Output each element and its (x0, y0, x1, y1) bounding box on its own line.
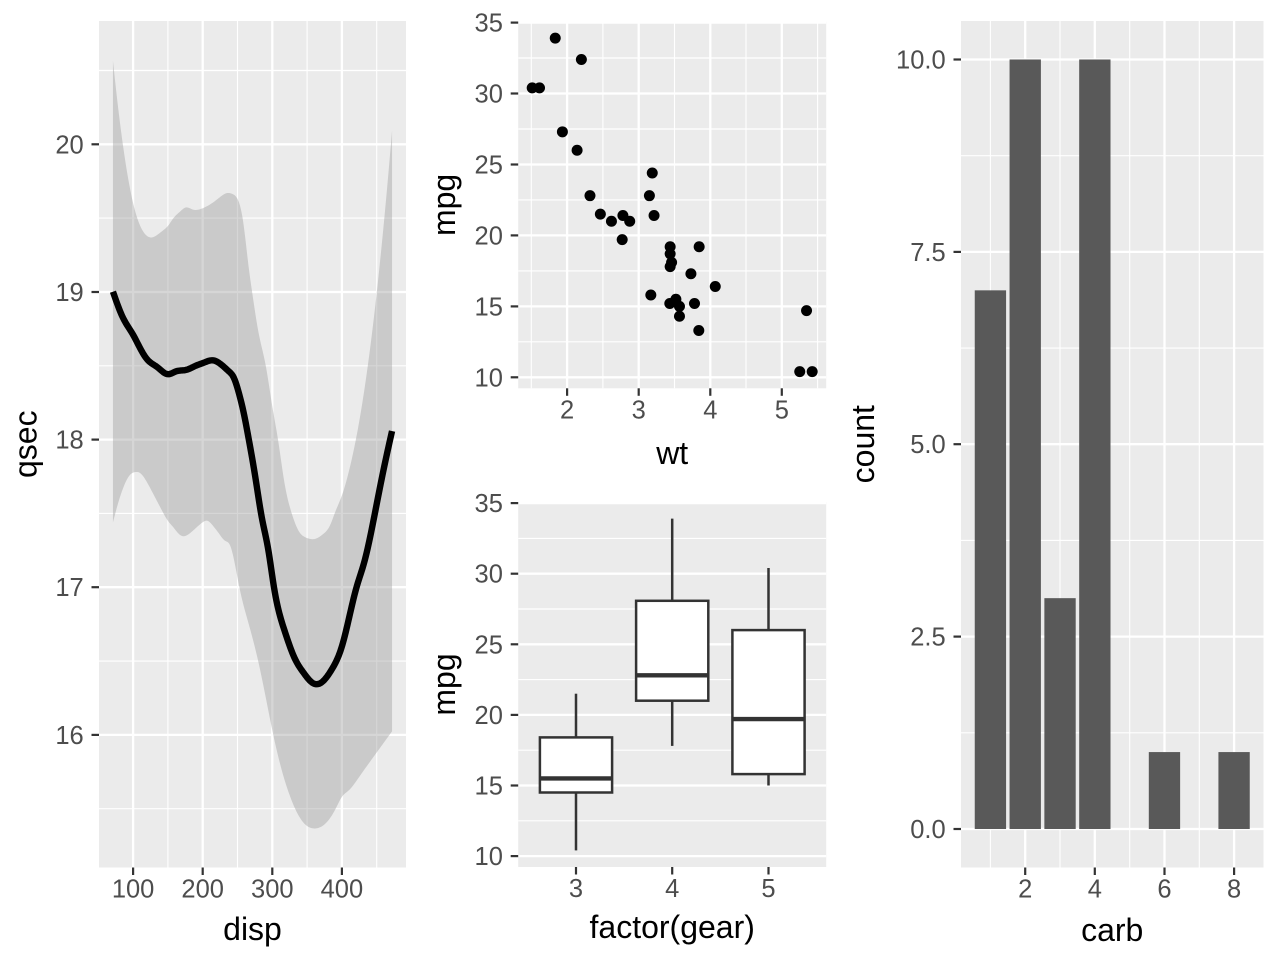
svg-text:2.5: 2.5 (910, 624, 945, 652)
svg-text:17: 17 (55, 574, 83, 602)
svg-text:0.0: 0.0 (910, 816, 945, 844)
svg-text:qsec: qsec (8, 410, 44, 478)
svg-text:wt: wt (655, 435, 688, 471)
svg-text:20: 20 (55, 131, 83, 159)
svg-text:2: 2 (560, 397, 574, 425)
svg-text:35: 35 (475, 490, 503, 518)
svg-text:15: 15 (475, 773, 503, 801)
svg-text:16: 16 (55, 722, 83, 750)
svg-text:20: 20 (475, 702, 503, 730)
svg-text:3: 3 (632, 397, 646, 425)
svg-text:disp: disp (223, 911, 282, 947)
svg-text:4: 4 (665, 875, 679, 903)
svg-text:15: 15 (475, 293, 503, 321)
svg-text:300: 300 (251, 876, 294, 904)
svg-text:18: 18 (55, 427, 83, 455)
svg-text:2: 2 (1018, 876, 1032, 904)
svg-text:mpg: mpg (426, 174, 462, 236)
svg-text:100: 100 (112, 876, 155, 904)
svg-text:30: 30 (475, 81, 503, 109)
svg-text:mpg: mpg (426, 653, 462, 715)
svg-text:200: 200 (181, 876, 224, 904)
svg-text:35: 35 (475, 10, 503, 38)
svg-text:10.0: 10.0 (896, 47, 946, 75)
svg-text:10: 10 (475, 843, 503, 871)
svg-text:25: 25 (475, 152, 503, 180)
svg-text:5: 5 (775, 397, 789, 425)
svg-text:factor(gear): factor(gear) (590, 909, 755, 945)
svg-text:10: 10 (475, 364, 503, 392)
svg-text:5.0: 5.0 (910, 431, 945, 459)
svg-text:400: 400 (321, 876, 364, 904)
svg-text:6: 6 (1157, 876, 1171, 904)
svg-text:30: 30 (475, 561, 503, 589)
svg-text:4: 4 (1088, 876, 1102, 904)
svg-text:carb: carb (1081, 912, 1143, 948)
svg-text:8: 8 (1227, 876, 1241, 904)
svg-text:4: 4 (703, 397, 717, 425)
svg-text:5: 5 (761, 875, 775, 903)
svg-text:19: 19 (55, 279, 83, 307)
svg-text:3: 3 (569, 875, 583, 903)
svg-text:25: 25 (475, 631, 503, 659)
svg-text:20: 20 (475, 222, 503, 250)
svg-text:7.5: 7.5 (910, 239, 945, 267)
svg-text:count: count (845, 405, 881, 483)
